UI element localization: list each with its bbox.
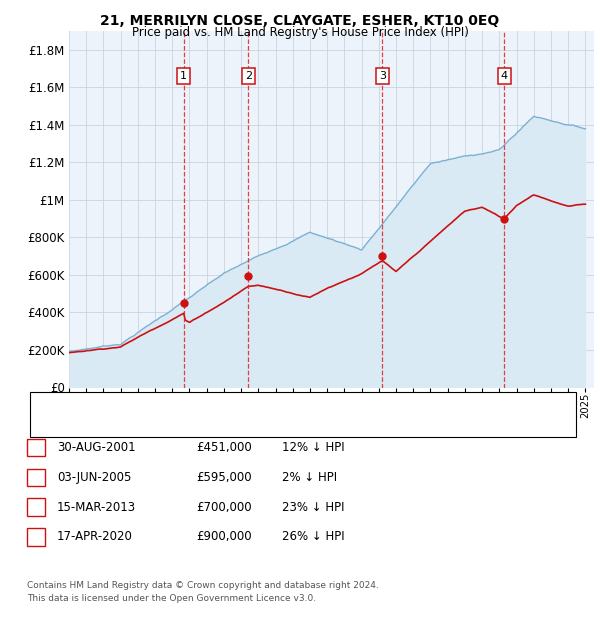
Text: 4: 4 (501, 71, 508, 81)
Text: 1: 1 (29, 443, 37, 453)
Text: £900,000: £900,000 (196, 531, 252, 543)
Text: 12% ↓ HPI: 12% ↓ HPI (282, 441, 344, 454)
Text: HPI: Average price, detached house, Elmbridge: HPI: Average price, detached house, Elmb… (78, 420, 324, 430)
Text: ——: —— (48, 399, 63, 412)
Text: 26% ↓ HPI: 26% ↓ HPI (282, 531, 344, 543)
Text: 30-AUG-2001: 30-AUG-2001 (57, 441, 136, 454)
Text: This data is licensed under the Open Government Licence v3.0.: This data is licensed under the Open Gov… (27, 593, 316, 603)
Text: 17-APR-2020: 17-APR-2020 (57, 531, 133, 543)
Text: 2: 2 (245, 71, 252, 81)
Text: 4: 4 (29, 532, 37, 542)
Text: ——: —— (48, 418, 63, 432)
Text: 03-JUN-2005: 03-JUN-2005 (57, 471, 131, 484)
Text: 21, MERRILYN CLOSE, CLAYGATE, ESHER, KT10 0EQ: 21, MERRILYN CLOSE, CLAYGATE, ESHER, KT1… (100, 14, 500, 28)
Text: Price paid vs. HM Land Registry's House Price Index (HPI): Price paid vs. HM Land Registry's House … (131, 26, 469, 39)
Text: 1: 1 (180, 71, 187, 81)
Text: 15-MAR-2013: 15-MAR-2013 (57, 501, 136, 513)
Text: £700,000: £700,000 (196, 501, 252, 513)
Text: 3: 3 (379, 71, 386, 81)
Text: Contains HM Land Registry data © Crown copyright and database right 2024.: Contains HM Land Registry data © Crown c… (27, 581, 379, 590)
Text: 23% ↓ HPI: 23% ↓ HPI (282, 501, 344, 513)
Text: 21, MERRILYN CLOSE, CLAYGATE, ESHER, KT10 0EQ (detached house): 21, MERRILYN CLOSE, CLAYGATE, ESHER, KT1… (78, 400, 439, 410)
Text: £451,000: £451,000 (196, 441, 252, 454)
Text: 3: 3 (29, 502, 37, 512)
Text: £595,000: £595,000 (196, 471, 252, 484)
Text: 2% ↓ HPI: 2% ↓ HPI (282, 471, 337, 484)
Text: 2: 2 (29, 472, 37, 482)
